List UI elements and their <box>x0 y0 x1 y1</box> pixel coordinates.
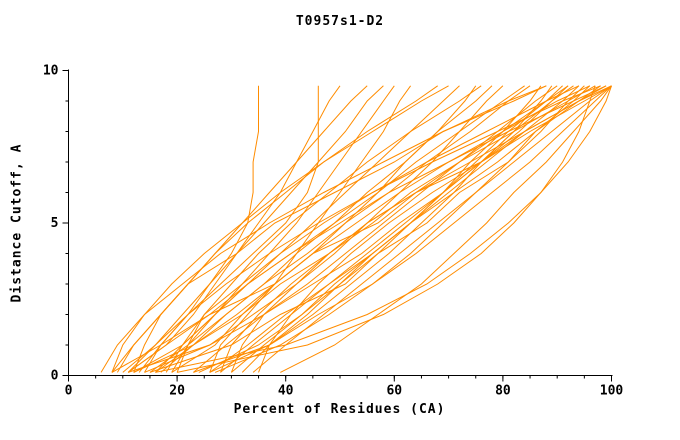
x-tick-label: 60 <box>386 384 402 399</box>
x-tick-label: 40 <box>278 384 294 399</box>
gdt-curve <box>127 85 384 373</box>
gdt-curve <box>241 85 563 373</box>
gdt-curve <box>252 85 612 373</box>
gdt-curve <box>155 85 569 373</box>
gdt-curve <box>111 85 612 373</box>
gdt-curve <box>100 85 547 373</box>
gdt-curve <box>165 85 580 373</box>
gdt-curve <box>116 85 547 373</box>
gdt-curve <box>111 85 368 373</box>
gdt-curve <box>133 85 438 373</box>
gdt-curve <box>127 85 525 373</box>
gdt-curve <box>133 85 477 373</box>
gdt-curve <box>214 85 585 373</box>
x-axis-label: Percent of Residues (CA) <box>233 402 446 417</box>
gdt-curve <box>144 85 601 373</box>
y-tick-label: 5 <box>51 216 59 231</box>
x-tick-label: 0 <box>65 384 73 399</box>
gdt-curve <box>128 85 569 373</box>
gdt-curve <box>155 85 460 373</box>
gdt-curve <box>127 85 341 373</box>
gdt-curve <box>220 85 574 373</box>
y-tick-label: 0 <box>51 369 59 384</box>
gdt-curve <box>176 85 482 373</box>
gdt-curve <box>231 85 580 373</box>
chart-title: T0957s1-D2 <box>295 14 385 29</box>
gdt-curve <box>193 85 612 373</box>
x-tick-label: 20 <box>169 384 185 399</box>
gdt-curve <box>149 85 591 373</box>
gdt-curve <box>193 85 558 373</box>
x-tick-label: 80 <box>495 384 511 399</box>
gdt-curve <box>155 85 612 373</box>
gdt-curve <box>176 85 596 373</box>
gdt-curve <box>230 85 596 373</box>
gdt-curve <box>209 85 601 373</box>
y-tick-label: 10 <box>43 64 59 79</box>
gdt-curve <box>149 85 531 373</box>
gdt-curve <box>258 85 607 373</box>
x-tick-label: 100 <box>600 384 624 399</box>
gdt-curve <box>198 85 542 373</box>
gdt-curve <box>209 85 553 373</box>
